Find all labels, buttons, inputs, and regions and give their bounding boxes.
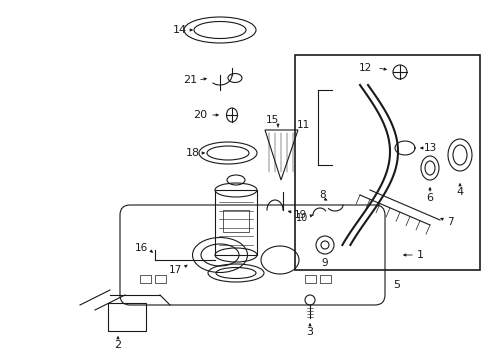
Bar <box>319 275 330 283</box>
Bar <box>140 275 151 283</box>
Text: 12: 12 <box>358 63 371 73</box>
Text: 19: 19 <box>293 210 306 220</box>
Text: 15: 15 <box>265 115 278 125</box>
Text: 17: 17 <box>168 265 181 275</box>
Text: 1: 1 <box>416 250 423 260</box>
Bar <box>305 275 315 283</box>
Bar <box>215 190 257 255</box>
Text: 6: 6 <box>426 193 433 203</box>
Text: 13: 13 <box>423 143 436 153</box>
Text: 4: 4 <box>455 187 463 197</box>
Text: 7: 7 <box>446 217 453 227</box>
Text: 8: 8 <box>319 190 325 200</box>
Text: 3: 3 <box>306 327 313 337</box>
Bar <box>223 210 248 232</box>
Bar <box>108 303 146 331</box>
Text: 21: 21 <box>183 75 197 85</box>
Text: 14: 14 <box>173 25 187 35</box>
Text: 5: 5 <box>393 280 400 290</box>
Text: 10: 10 <box>295 213 307 223</box>
Bar <box>294 55 479 270</box>
Bar <box>155 275 165 283</box>
Text: 16: 16 <box>135 243 148 253</box>
Text: 11: 11 <box>296 120 309 130</box>
Text: 2: 2 <box>114 340 122 350</box>
Text: 9: 9 <box>321 258 327 268</box>
Text: 18: 18 <box>185 148 200 158</box>
Text: 20: 20 <box>193 110 206 120</box>
